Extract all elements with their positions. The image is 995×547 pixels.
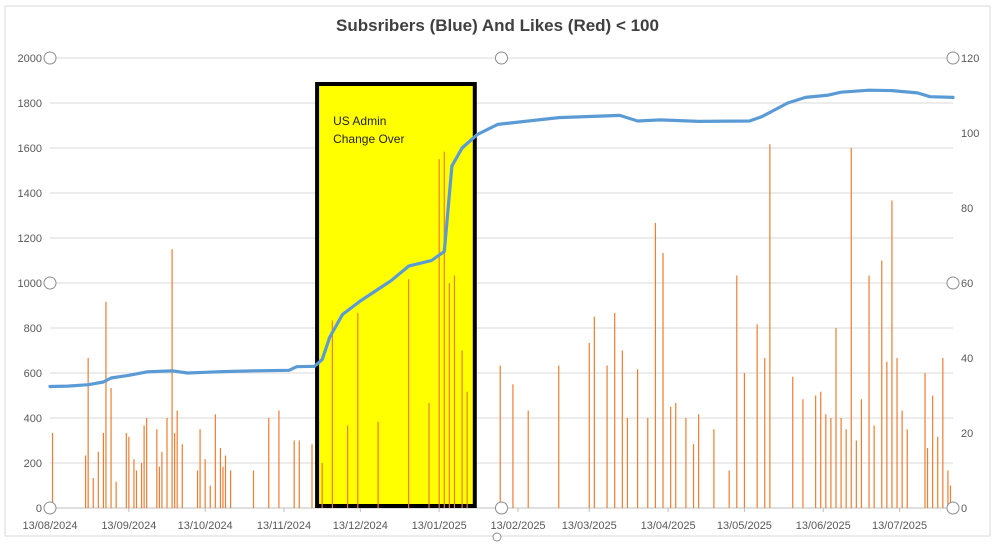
plot-area-handle [495,51,508,65]
annotation-text-line-1: US Admin [333,114,386,128]
plot-area-handle [43,276,57,290]
y-left-tick-label: 1400 [18,188,42,200]
plot-area-handle [946,276,960,290]
chart-frame [4,5,991,537]
plot-area-handle [43,51,57,65]
x-tick-label: 13/06/2025 [796,520,851,532]
x-tick-label: 13/01/2025 [412,520,467,532]
x-tick-label: 13/02/2025 [491,520,546,532]
y-left-tick-label: 1000 [18,278,42,290]
subscribers-line [48,88,955,389]
x-tick-label: 13/10/2024 [178,520,233,532]
y-left-tick-label: 1200 [18,233,42,245]
x-tick-label: 13/09/2024 [101,520,156,532]
y-right-tick-label: 80 [961,203,973,215]
y-left-tick-label: 1600 [18,143,42,155]
y-left-tick-label: 600 [24,368,42,380]
y-left-tick-label: 0 [36,503,42,515]
x-tick-label: 13/11/2024 [257,520,311,532]
y-right-tick-label: 120 [961,53,979,65]
plot-area-handle [946,501,960,515]
y-left-tick-label: 200 [24,458,42,470]
x-tick-label: 13/08/2024 [22,520,77,532]
y-left-tick-label: 800 [24,323,42,335]
plot-area-handle [43,501,57,515]
y-right-tick-label: 20 [961,428,973,440]
x-tick-label: 13/12/2024 [333,520,388,532]
chart-frame-handle [492,532,502,542]
x-tick-label: 13/05/2025 [717,520,772,532]
y-left-tick-label: 1800 [18,98,42,110]
y-left-tick-label: 2000 [18,53,42,65]
y-right-tick-label: 0 [961,503,967,515]
y-right-tick-label: 40 [961,353,973,365]
y-right-tick-label: 60 [961,278,973,290]
x-tick-label: 13/04/2025 [641,520,696,532]
plot-area-handle [495,501,508,515]
plot-area-handle [946,51,960,65]
y-right-tick-label: 100 [961,128,979,140]
annotation-box [315,82,477,508]
y-left-tick-label: 400 [24,413,42,425]
x-tick-label: 13/03/2025 [562,520,617,532]
chart-title: Subsribers (Blue) And Likes (Red) < 100 [336,16,659,35]
annotation-text-line-2: Change Over [333,132,404,146]
x-tick-label: 13/07/2025 [872,520,927,532]
